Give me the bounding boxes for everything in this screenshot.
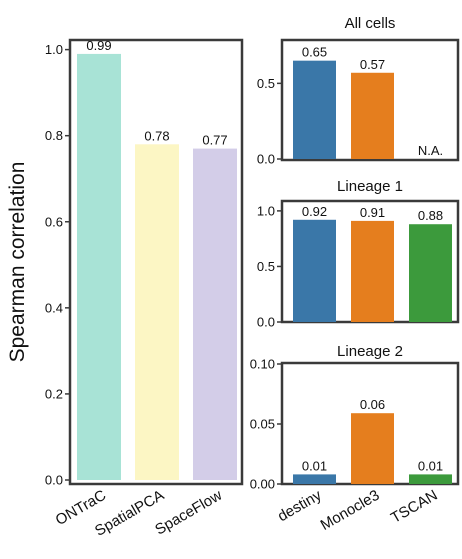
panel-frame <box>68 38 244 486</box>
y-tick-label: 0.2 <box>45 386 63 401</box>
panel-title: All cells <box>345 15 396 32</box>
panel-1: 0.0 0.2 0.4 0.6 0.8 1.0 0.99 0.78 0.77 Spearman c… <box>6 38 244 488</box>
y-tick-label: 0.10 <box>250 357 275 372</box>
data-label: 0.91 <box>360 205 385 220</box>
y-tick-label: 0.6 <box>45 214 63 229</box>
panel-title: Lineage 2 <box>337 343 403 360</box>
bar-Monocle3 <box>351 220 394 322</box>
data-label: 0.01 <box>302 458 327 473</box>
bar-ONTraC <box>77 53 121 480</box>
data-label: 0.92 <box>302 204 327 219</box>
panel-frame <box>280 38 460 162</box>
data-label: 0.78 <box>144 128 169 143</box>
bar-TSCAN <box>409 474 452 484</box>
panel-2: 0.0 0.5 0.65 0.57 N.A. All cells <box>257 15 460 167</box>
panel-title: Lineage 1 <box>337 178 403 195</box>
data-label: 0.99 <box>86 38 111 53</box>
y-tick-label: 0.5 <box>257 259 275 274</box>
y-axis-label: Spearman correlation <box>6 162 29 363</box>
y-tick-label: 0.8 <box>45 128 63 143</box>
y-tick-label: 0.4 <box>45 300 63 315</box>
y-tick-label: 1.0 <box>257 203 275 218</box>
bar-SpaceFlow <box>193 148 237 481</box>
data-label: 0.88 <box>418 208 443 223</box>
y-tick-label: 0.0 <box>45 473 63 488</box>
bar-Monocle3 <box>351 413 394 484</box>
bar-Monocle3 <box>351 72 394 159</box>
bar-SpatialPCA <box>135 144 179 480</box>
y-tick-label: 1.0 <box>45 42 63 57</box>
x-category-label: SpaceFlow <box>152 487 225 539</box>
x-category-label: TSCAN <box>388 487 441 527</box>
y-tick-label: 0.0 <box>257 315 275 330</box>
panel-3: 0.0 0.5 1.0 0.92 0.91 0.88 Lineage 1 <box>257 178 460 330</box>
bar-destiny <box>293 60 336 159</box>
y-tick-label: 0.00 <box>250 477 275 492</box>
data-label: N.A. <box>418 143 443 158</box>
y-tick-label: 0.0 <box>257 152 275 167</box>
data-label: 0.77 <box>202 133 227 148</box>
bar-TSCAN <box>409 224 452 322</box>
data-label: 0.65 <box>302 45 327 60</box>
data-label: 0.01 <box>418 458 443 473</box>
panel-4: 0.00 0.05 0.10 0.01 0.06 0.01 Lineage 2 <box>250 343 460 492</box>
y-tick-label: 0.05 <box>250 417 275 432</box>
data-label: 0.06 <box>360 397 385 412</box>
bar-destiny <box>293 219 336 322</box>
x-category-label: Monocle3 <box>318 487 383 534</box>
y-tick-label: 0.5 <box>257 76 275 91</box>
data-label: 0.57 <box>360 57 385 72</box>
bar-destiny <box>293 474 336 484</box>
